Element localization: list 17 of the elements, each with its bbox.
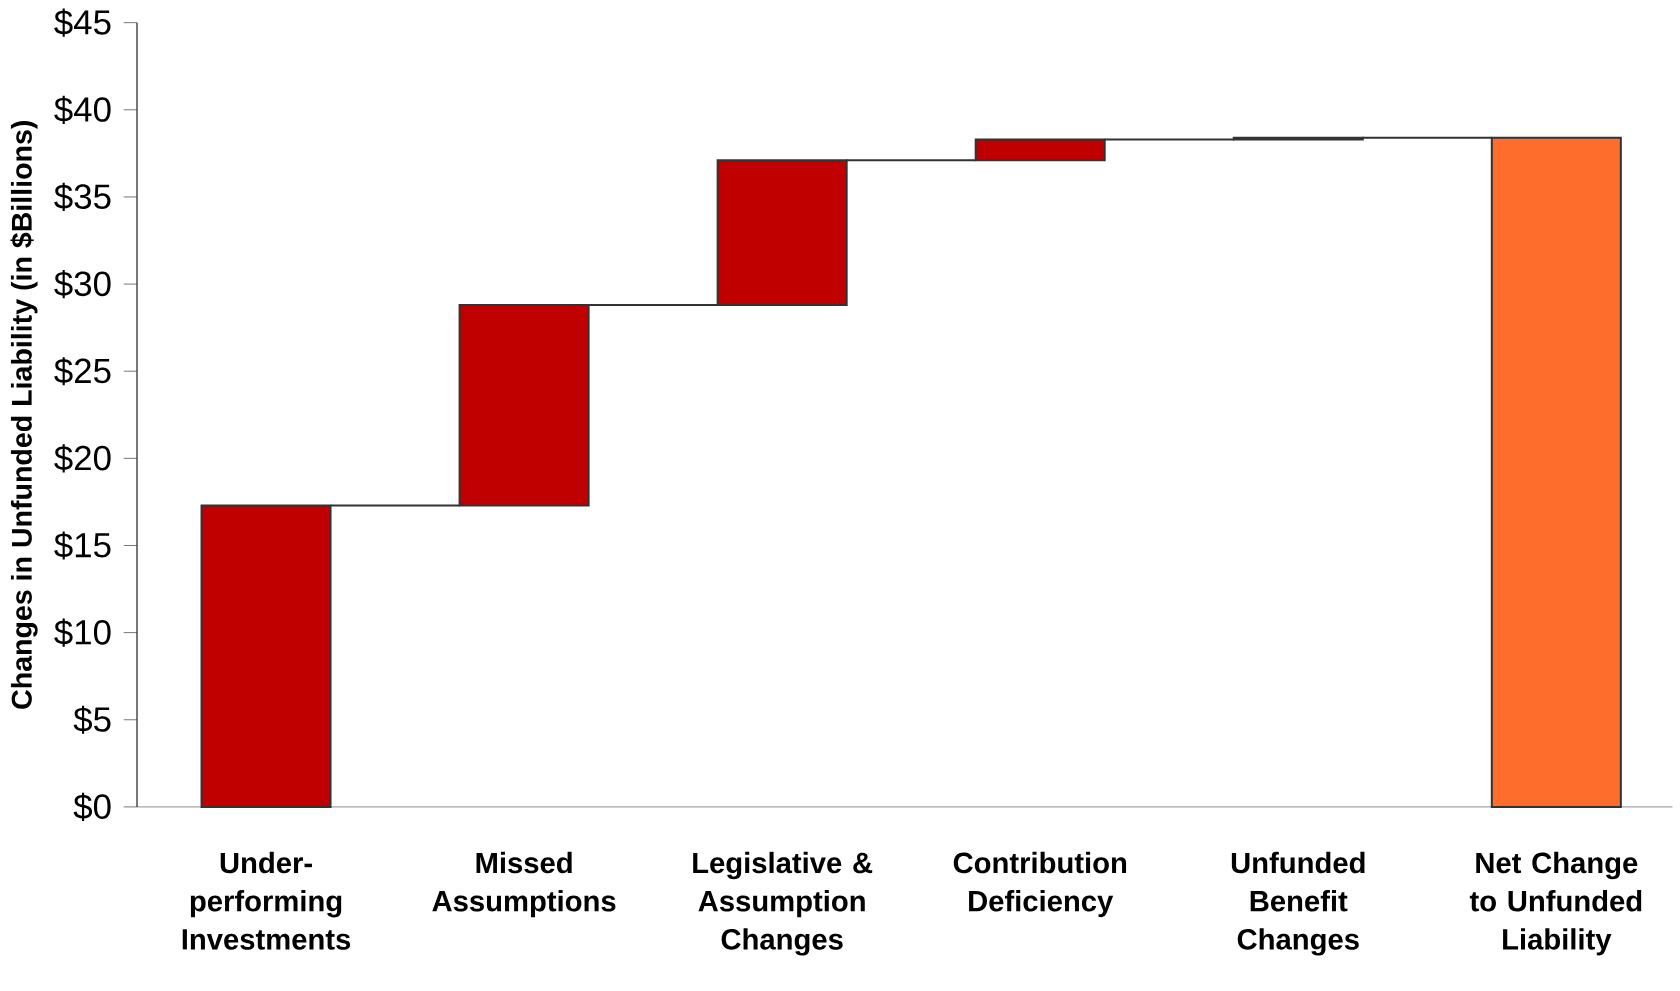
x-tick-label: Unfunded Benefit Changes [1231,851,1365,956]
x-tick-label: Legislative & Assumption Changes [693,851,873,956]
y-tick-label: $30 [54,269,111,299]
y-tick-label: $10 [54,618,111,647]
y-tick-label: $40 [54,95,111,124]
x-tick-label: Net Change to Unfunded Liability [1469,851,1642,956]
y-tick-label: $5 [73,705,111,734]
x-tick-label: Contribution Deficiency [953,851,1127,918]
x-tick-label: Under-performing Investments [182,851,351,950]
y-tick-label: $45 [54,8,111,37]
y-tick-label: $0 [73,792,111,821]
y-tick-label: $25 [54,357,111,386]
x-tick-label: Missed Assumptions [432,851,616,918]
y-tick-label: $35 [54,182,111,211]
y-tick-label: $15 [54,531,111,560]
y-axis-title: Changes in Unfunded Liability (in $Billions) [10,120,38,709]
y-tick-label: $20 [54,444,111,473]
